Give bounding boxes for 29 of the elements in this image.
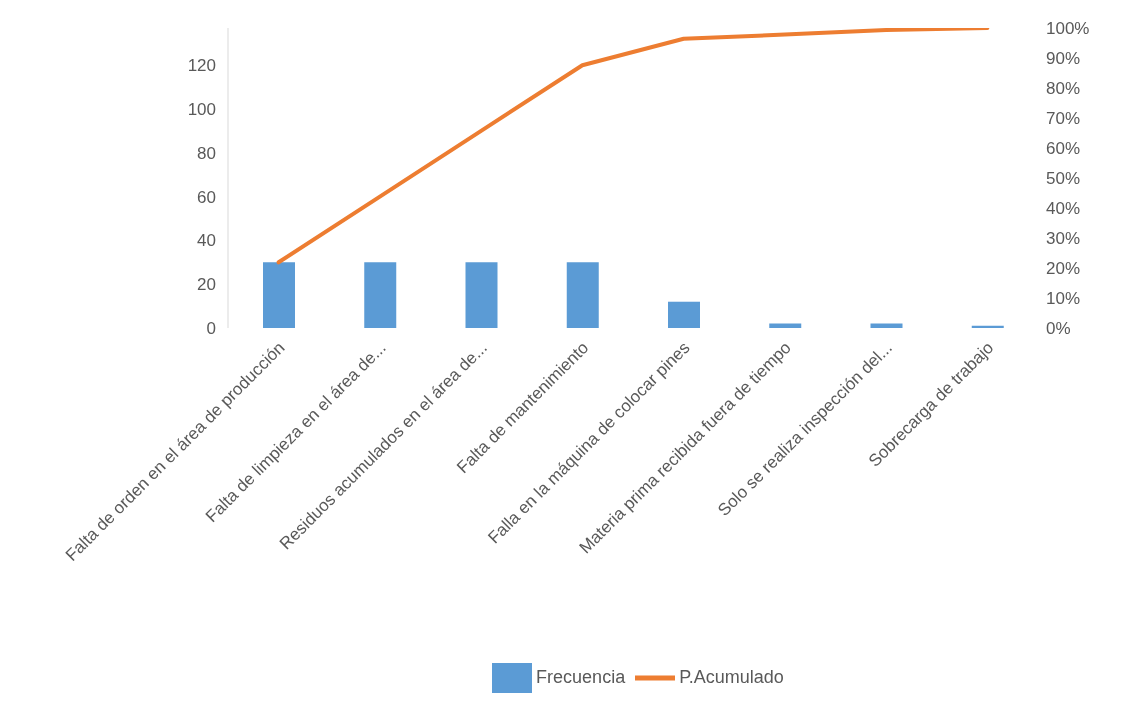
y2-tick-label: 80% [1046, 79, 1081, 99]
bar [566, 262, 599, 328]
bar [263, 262, 295, 328]
y2-tick-label: 40% [1046, 199, 1081, 219]
y-tick-label: 20 [197, 275, 216, 295]
legend-label: Frecuencia [536, 666, 626, 687]
bar [769, 323, 802, 328]
y2-tick-label: 90% [1046, 49, 1081, 69]
y2-tick-label: 0% [1046, 319, 1071, 339]
y-tick-label: 120 [187, 56, 216, 76]
bar [465, 262, 498, 328]
bar [971, 325, 1004, 328]
y-tick-label: 40 [197, 231, 216, 251]
y-tick-label: 60 [197, 187, 216, 207]
y-tick-label: 100 [187, 100, 216, 120]
bar [364, 262, 397, 328]
line-series [276, 28, 990, 265]
y2-tick-label: 10% [1046, 289, 1081, 309]
y2-tick-label: 60% [1046, 139, 1081, 159]
y2-tick-label: 70% [1046, 109, 1081, 129]
bar [870, 323, 903, 328]
y2-tick-label: 100% [1046, 19, 1090, 39]
y2-tick-label: 20% [1046, 259, 1081, 279]
y-tick-label: 0 [206, 319, 216, 338]
y2-tick-label: 50% [1046, 169, 1081, 189]
y2-tick-label: 30% [1046, 229, 1081, 249]
legend-label: P.Acumulado [679, 666, 784, 687]
y-tick-label: 80 [197, 143, 216, 163]
bar [668, 301, 700, 328]
